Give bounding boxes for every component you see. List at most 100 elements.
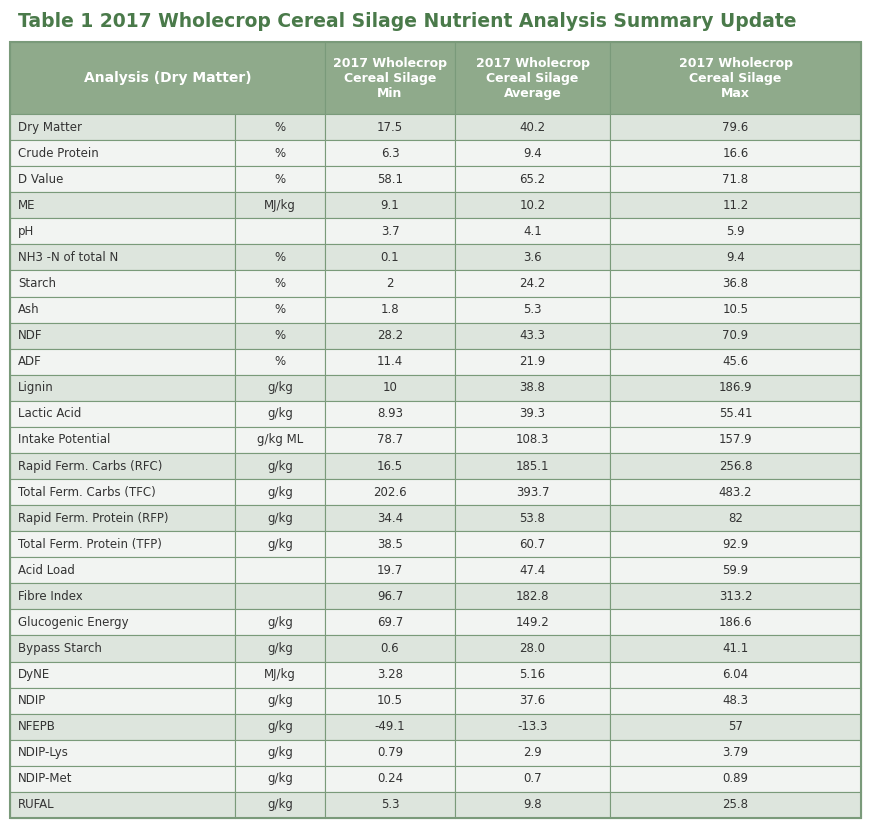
Bar — [455, 192, 610, 218]
Bar — [10, 166, 235, 192]
Bar — [610, 557, 861, 583]
Bar — [610, 245, 861, 270]
Bar — [455, 714, 610, 740]
Bar — [10, 270, 235, 297]
Text: 0.24: 0.24 — [377, 772, 403, 785]
Text: Fibre Index: Fibre Index — [18, 590, 83, 603]
Text: 57: 57 — [728, 720, 743, 733]
Bar — [325, 583, 455, 610]
Text: 19.7: 19.7 — [377, 564, 403, 577]
Bar — [610, 140, 861, 166]
Bar — [455, 140, 610, 166]
Bar — [10, 662, 235, 688]
Bar — [455, 635, 610, 662]
Bar — [10, 610, 235, 635]
Text: g/kg: g/kg — [267, 382, 293, 394]
Text: 2017 Wholecrop
Cereal Silage
Average: 2017 Wholecrop Cereal Silage Average — [476, 57, 590, 100]
Bar — [610, 400, 861, 427]
Text: 11.4: 11.4 — [377, 355, 403, 368]
Bar — [455, 505, 610, 531]
Bar — [455, 792, 610, 818]
Bar — [610, 688, 861, 714]
Bar — [235, 349, 325, 375]
Text: g/kg: g/kg — [267, 460, 293, 472]
Text: 185.1: 185.1 — [516, 460, 550, 472]
Text: g/kg: g/kg — [267, 720, 293, 733]
Text: 58.1: 58.1 — [377, 173, 403, 185]
Text: Total Ferm. Protein (TFP): Total Ferm. Protein (TFP) — [18, 538, 162, 550]
Text: 0.6: 0.6 — [381, 642, 399, 655]
Text: NDIP: NDIP — [18, 694, 46, 707]
Text: Rapid Ferm. Protein (RFP): Rapid Ferm. Protein (RFP) — [18, 512, 168, 525]
Text: 3.28: 3.28 — [377, 668, 403, 681]
Bar — [455, 479, 610, 505]
Bar — [235, 662, 325, 688]
Text: 28.2: 28.2 — [377, 329, 403, 342]
Text: g/kg: g/kg — [267, 407, 293, 420]
Bar — [235, 114, 325, 140]
Text: Analysis (Dry Matter): Analysis (Dry Matter) — [84, 71, 252, 85]
Bar — [455, 322, 610, 349]
Text: 92.9: 92.9 — [722, 538, 749, 550]
Bar — [10, 688, 235, 714]
Bar — [235, 140, 325, 166]
Text: 9.8: 9.8 — [523, 798, 542, 812]
Bar — [610, 166, 861, 192]
Text: %: % — [274, 120, 286, 133]
Text: 3.7: 3.7 — [381, 225, 399, 238]
Bar — [235, 714, 325, 740]
Text: 5.3: 5.3 — [523, 303, 542, 316]
Bar — [610, 218, 861, 245]
Text: 108.3: 108.3 — [516, 433, 550, 447]
Bar — [325, 375, 455, 400]
Text: 55.41: 55.41 — [719, 407, 753, 420]
Bar — [10, 792, 235, 818]
Bar — [610, 297, 861, 322]
Bar — [10, 297, 235, 322]
Bar — [455, 375, 610, 400]
Text: 60.7: 60.7 — [519, 538, 545, 550]
Text: Ash: Ash — [18, 303, 39, 316]
Text: g/kg: g/kg — [267, 798, 293, 812]
Bar — [610, 765, 861, 792]
Text: 2017 Wholecrop
Cereal Silage
Max: 2017 Wholecrop Cereal Silage Max — [679, 57, 793, 100]
Text: 9.1: 9.1 — [381, 199, 400, 212]
Bar — [610, 531, 861, 557]
Bar — [455, 740, 610, 765]
Text: 69.7: 69.7 — [377, 616, 403, 629]
Text: ME: ME — [18, 199, 36, 212]
Text: Glucogenic Energy: Glucogenic Energy — [18, 616, 129, 629]
Text: -13.3: -13.3 — [517, 720, 548, 733]
Bar — [455, 245, 610, 270]
Bar — [10, 140, 235, 166]
Text: 11.2: 11.2 — [722, 199, 749, 212]
Bar — [235, 297, 325, 322]
Bar — [10, 765, 235, 792]
Text: DyNE: DyNE — [18, 668, 51, 681]
Text: Lactic Acid: Lactic Acid — [18, 407, 81, 420]
Bar — [10, 479, 235, 505]
Bar — [10, 427, 235, 453]
Bar — [610, 114, 861, 140]
Bar — [235, 635, 325, 662]
Bar — [10, 453, 235, 479]
Text: 202.6: 202.6 — [373, 485, 407, 499]
Bar — [455, 349, 610, 375]
Text: 70.9: 70.9 — [722, 329, 748, 342]
Text: 47.4: 47.4 — [519, 564, 545, 577]
Bar — [610, 270, 861, 297]
Text: 53.8: 53.8 — [520, 512, 545, 525]
Bar — [10, 531, 235, 557]
Bar — [610, 453, 861, 479]
Bar — [325, 166, 455, 192]
Text: 393.7: 393.7 — [516, 485, 550, 499]
Bar — [325, 349, 455, 375]
Bar — [610, 349, 861, 375]
Bar — [10, 192, 235, 218]
Text: 2: 2 — [386, 277, 394, 290]
Text: Intake Potential: Intake Potential — [18, 433, 111, 447]
Bar — [235, 245, 325, 270]
Bar — [325, 245, 455, 270]
Text: g/kg: g/kg — [267, 642, 293, 655]
Text: NFEPB: NFEPB — [18, 720, 56, 733]
